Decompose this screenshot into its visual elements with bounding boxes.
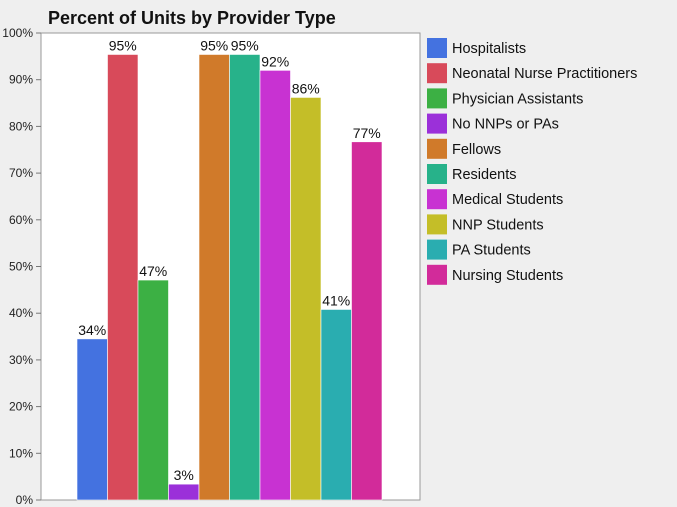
y-tick-label: 70% [9, 166, 33, 180]
legend-swatch [427, 189, 447, 210]
legend-swatch [427, 88, 447, 109]
legend-label: PA Students [452, 243, 531, 259]
bar-value-label: 3% [174, 467, 194, 483]
bar [290, 97, 322, 501]
legend-label: Neonatal Nurse Practitioners [452, 66, 637, 82]
bar [320, 309, 352, 501]
legend-label: Hospitalists [452, 41, 526, 57]
legend-label: Medical Students [452, 192, 563, 208]
y-tick-label: 80% [9, 119, 33, 133]
y-tick-label: 0% [16, 493, 34, 507]
y-tick-label: 50% [9, 260, 33, 274]
bar-value-label: 95% [109, 37, 137, 53]
legend-swatch [427, 164, 447, 184]
bar-value-label: 95% [231, 37, 259, 53]
y-tick-label: 10% [9, 446, 33, 460]
legend-swatch [427, 38, 447, 58]
legend-swatch [427, 239, 447, 260]
legend-swatch [427, 63, 447, 84]
bar [229, 54, 261, 501]
legend-swatch [427, 138, 447, 159]
legend-swatch [427, 113, 447, 134]
chart-title: Percent of Units by Provider Type [48, 8, 336, 28]
y-tick-label: 60% [9, 213, 33, 227]
bar [198, 54, 230, 501]
legend-label: Residents [452, 167, 516, 183]
legend-swatch [427, 214, 447, 235]
legend-label: Nursing Students [452, 268, 563, 284]
bar-value-label: 86% [292, 80, 320, 96]
bar [107, 54, 139, 501]
legend-label: No NNPs or PAs [452, 117, 559, 133]
bar-value-label: 92% [261, 53, 289, 69]
legend-label: Fellows [452, 142, 501, 158]
legend-label: NNP Students [452, 217, 544, 233]
legend-label: Physician Assistants [452, 91, 583, 107]
bar [76, 338, 108, 501]
y-tick-label: 20% [9, 400, 33, 414]
y-tick-label: 90% [9, 73, 33, 87]
y-tick-label: 100% [2, 26, 33, 40]
y-tick-label: 30% [9, 353, 33, 367]
legend-swatch [427, 264, 447, 285]
bar-value-label: 77% [353, 125, 381, 141]
bar-value-label: 34% [78, 322, 106, 338]
bar-value-label: 47% [139, 263, 167, 279]
y-tick-label: 40% [9, 306, 33, 320]
bar [351, 141, 383, 501]
bar-value-label: 95% [200, 37, 228, 53]
bar [137, 279, 169, 501]
bar-value-label: 41% [322, 292, 350, 308]
bar [259, 70, 291, 501]
bar [168, 483, 200, 501]
